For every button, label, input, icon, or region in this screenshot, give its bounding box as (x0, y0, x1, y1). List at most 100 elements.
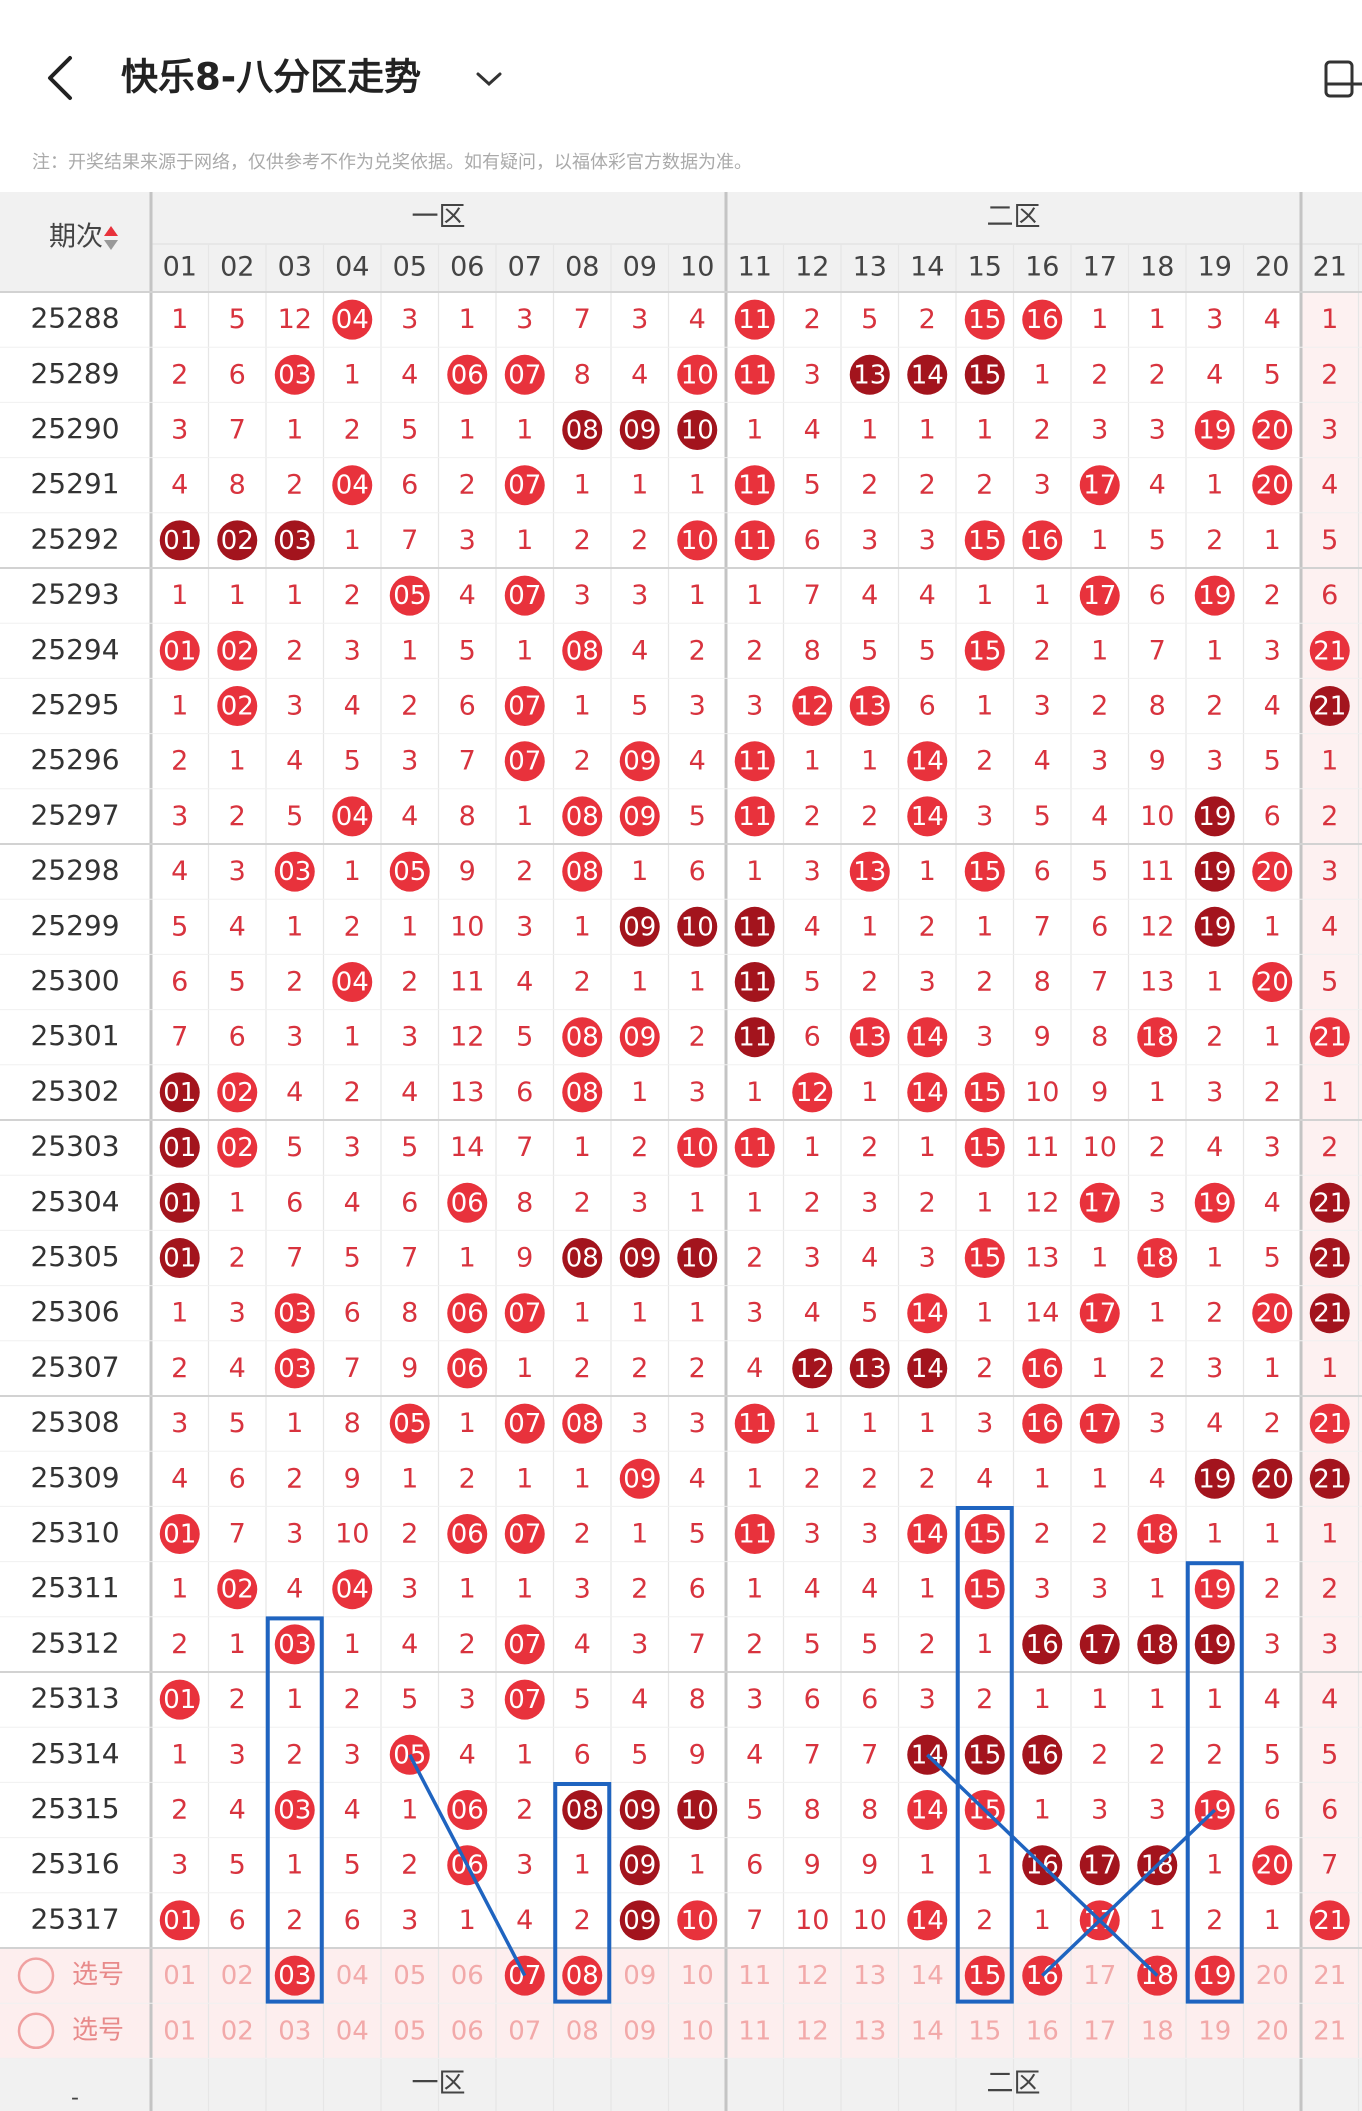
issue-number: 25315 (30, 1792, 119, 1825)
cell-value: 20 (1256, 1851, 1289, 1881)
cell-value: 03 (278, 1630, 311, 1660)
select-number: 17 (1083, 2016, 1116, 2046)
cell-value: 1 (1206, 1243, 1223, 1274)
cell-value: 05 (393, 857, 426, 887)
cell-value: 1 (919, 856, 936, 887)
cell-value: 2 (1206, 1905, 1223, 1936)
cell-value: 1 (631, 470, 648, 501)
cell-value: 01 (163, 526, 196, 556)
red-ball (1022, 1348, 1063, 1389)
page-title[interactable]: 快乐8-八分区走势 (121, 56, 421, 99)
red-ball (1252, 410, 1293, 450)
cell-value: 7 (344, 1353, 361, 1384)
cell-value: 8 (516, 1187, 533, 1218)
cell-value: 10 (681, 1796, 714, 1826)
cell-value: 21 (1313, 1409, 1346, 1439)
issue-number: 25316 (30, 1847, 119, 1880)
cell-value: 13 (853, 1354, 886, 1384)
select-number: 19 (1198, 1961, 1231, 1991)
select-number: 10 (681, 1961, 714, 1991)
cell-value: 2 (171, 1629, 188, 1660)
cell-value: 4 (171, 470, 188, 501)
cell-value: 3 (171, 1850, 188, 1881)
cell-value: 2 (804, 1187, 821, 1218)
cell-value: 4 (689, 1463, 706, 1494)
dark-ball (1194, 1458, 1235, 1499)
cell-value: 2 (1091, 691, 1108, 722)
cell-value: 01 (163, 1078, 196, 1108)
cell-value: 2 (344, 415, 361, 446)
cell-value: 1 (1034, 1905, 1051, 1936)
cell-value: 4 (459, 1739, 476, 1770)
cell-value: 1 (631, 1298, 648, 1329)
red-ball (447, 1182, 488, 1223)
dark-ball (619, 1790, 660, 1830)
cell-value: 1 (286, 580, 303, 611)
cell-value: 2 (1149, 1132, 1166, 1163)
dark-ball (1079, 1624, 1120, 1665)
issue-number: 25291 (30, 467, 119, 500)
red-ball (792, 686, 833, 726)
red-ball (964, 630, 1005, 671)
dark-ball (734, 906, 775, 947)
cell-value: 3 (229, 1739, 246, 1770)
cell-value: 3 (1149, 1187, 1166, 1218)
back-button[interactable] (48, 56, 72, 100)
red-ball (677, 520, 718, 561)
cell-value: 3 (746, 1298, 763, 1329)
cell-value: 7 (401, 525, 418, 556)
cell-value: 4 (574, 1629, 591, 1660)
cell-value: 03 (278, 1354, 311, 1384)
cell-value: 17 (1083, 1409, 1116, 1439)
cell-value: 13 (853, 857, 886, 887)
cell-value: 10 (681, 1906, 714, 1936)
cell-value: 1 (1034, 580, 1051, 611)
issue-number: 25313 (30, 1682, 119, 1715)
cell-value: 13 (853, 1023, 886, 1053)
select-number: 13 (853, 1961, 886, 1991)
red-ball (734, 520, 775, 561)
cell-value: 8 (689, 1684, 706, 1715)
red-ball (274, 851, 315, 892)
device-icon[interactable] (1324, 60, 1362, 98)
issue-number: 25306 (30, 1295, 119, 1328)
select-number: 12 (796, 2016, 829, 2046)
select-number: 14 (911, 1961, 944, 1991)
red-ball (332, 796, 373, 837)
cell-value: 1 (804, 1408, 821, 1439)
cell-value: 3 (1264, 1132, 1281, 1163)
cell-value: 1 (1091, 525, 1108, 556)
dark-ball (734, 962, 775, 1002)
cell-value: 1 (1034, 1463, 1051, 1494)
red-ball (907, 1900, 948, 1941)
cell-value: 2 (861, 967, 878, 998)
cell-value: 4 (1206, 1408, 1223, 1439)
column-label: 05 (393, 252, 427, 283)
issue-number: 25301 (30, 1019, 119, 1052)
dropdown-icon[interactable] (476, 72, 502, 87)
cell-value: 2 (919, 1463, 936, 1494)
dark-ball (677, 410, 718, 450)
cell-value: 01 (163, 1133, 196, 1163)
cell-value: 08 (566, 416, 599, 446)
column-label: 07 (508, 252, 542, 283)
cell-value: 1 (171, 1739, 188, 1770)
cell-value: 2 (919, 1187, 936, 1218)
cell-value: 1 (1091, 1353, 1108, 1384)
cell-value: 5 (1149, 525, 1166, 556)
cell-value: 08 (566, 1796, 599, 1826)
cell-value: 5 (631, 691, 648, 722)
cell-value: 4 (746, 1739, 763, 1770)
red-ball (217, 1072, 258, 1113)
cell-value: 2 (229, 801, 246, 832)
red-ball (619, 741, 660, 782)
cell-value: 08 (566, 1409, 599, 1439)
cell-value: 6 (919, 691, 936, 722)
cell-value: 10 (681, 1244, 714, 1274)
cell-value: 04 (336, 802, 369, 832)
cell-value: 17 (1083, 471, 1116, 501)
cell-value: 2 (1091, 1519, 1108, 1550)
cell-value: 4 (401, 1629, 418, 1660)
cell-value: 09 (623, 912, 656, 942)
